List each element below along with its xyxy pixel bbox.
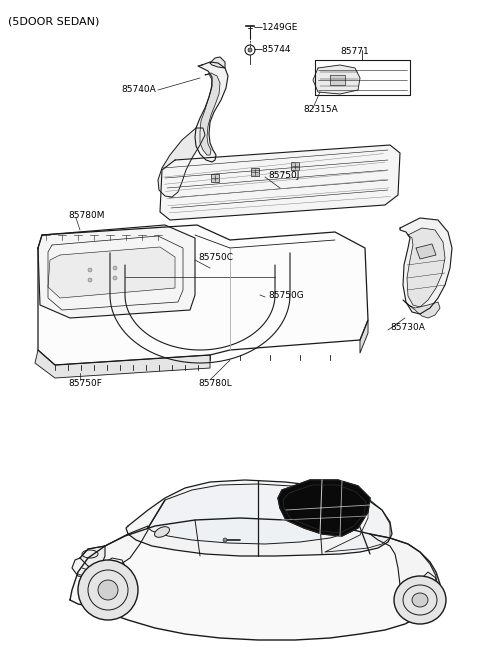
Text: —85744: —85744 <box>254 45 291 54</box>
Polygon shape <box>148 484 358 544</box>
Polygon shape <box>370 534 436 606</box>
Polygon shape <box>400 218 452 314</box>
Bar <box>211 174 219 182</box>
Text: (5DOOR SEDAN): (5DOOR SEDAN) <box>8 16 99 26</box>
Polygon shape <box>160 145 400 220</box>
Polygon shape <box>278 480 370 536</box>
Circle shape <box>98 580 118 600</box>
Text: 85730A: 85730A <box>390 323 425 333</box>
Polygon shape <box>360 320 368 353</box>
Text: 85750G: 85750G <box>268 291 304 300</box>
Circle shape <box>88 268 92 272</box>
Polygon shape <box>330 75 345 85</box>
Text: 85750F: 85750F <box>68 379 102 388</box>
Ellipse shape <box>412 593 428 607</box>
Text: 85740A: 85740A <box>121 85 156 94</box>
Polygon shape <box>325 500 390 552</box>
Text: 85780M: 85780M <box>68 211 105 220</box>
Polygon shape <box>416 244 436 259</box>
Polygon shape <box>403 300 440 318</box>
Polygon shape <box>200 73 220 155</box>
Text: —1249GE: —1249GE <box>254 24 299 33</box>
Circle shape <box>223 538 227 542</box>
Polygon shape <box>88 558 128 608</box>
Polygon shape <box>405 572 440 622</box>
Circle shape <box>113 276 117 280</box>
Circle shape <box>88 278 92 282</box>
Text: 82315A: 82315A <box>303 106 338 115</box>
Polygon shape <box>72 546 105 578</box>
Polygon shape <box>35 350 210 378</box>
Bar <box>291 162 299 170</box>
Polygon shape <box>38 225 195 318</box>
Polygon shape <box>38 225 368 365</box>
Ellipse shape <box>394 576 446 624</box>
Polygon shape <box>407 228 445 307</box>
Polygon shape <box>210 57 225 68</box>
Text: 85750J: 85750J <box>268 171 300 180</box>
Circle shape <box>248 48 252 52</box>
Ellipse shape <box>155 527 169 537</box>
Polygon shape <box>80 526 148 572</box>
Polygon shape <box>126 480 392 556</box>
Polygon shape <box>313 65 360 94</box>
Text: 85771: 85771 <box>340 47 369 56</box>
Polygon shape <box>195 62 228 162</box>
Polygon shape <box>48 247 175 298</box>
Text: 85780L: 85780L <box>198 379 232 388</box>
Text: 85750C: 85750C <box>198 253 233 262</box>
Circle shape <box>113 266 117 270</box>
Polygon shape <box>70 518 440 640</box>
Polygon shape <box>158 128 205 197</box>
Circle shape <box>78 560 138 620</box>
Bar <box>251 168 259 176</box>
